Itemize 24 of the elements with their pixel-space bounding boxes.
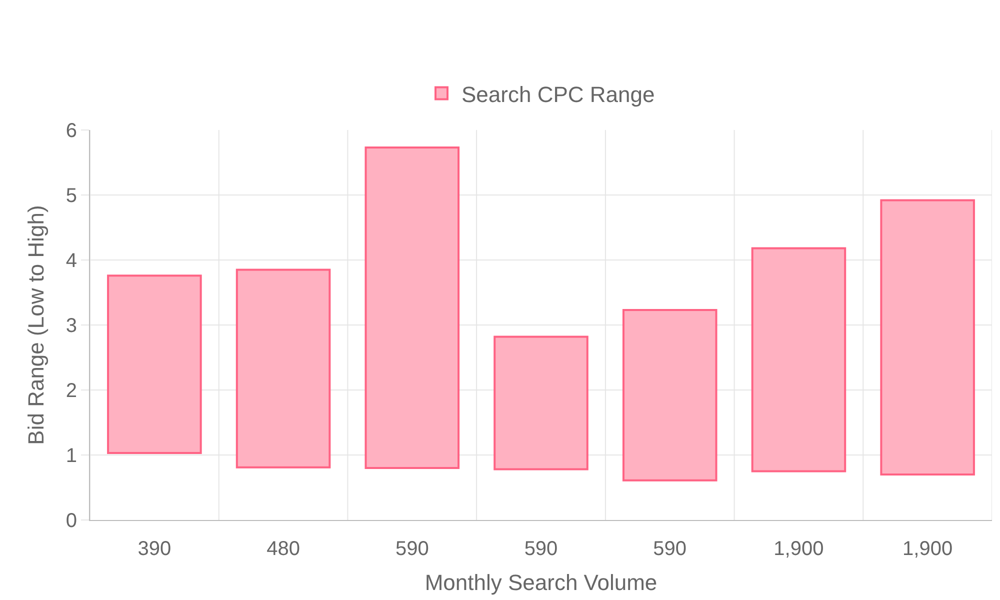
y-tick-label: 1	[66, 445, 77, 467]
y-tick-label: 5	[66, 185, 77, 207]
x-tick-label: 1,900	[774, 538, 824, 560]
y-tick-label: 0	[66, 510, 77, 532]
y-axis-title: Bid Range (Low to High)	[24, 205, 49, 445]
x-axis-title: Monthly Search Volume	[424, 570, 658, 595]
y-tick-label: 6	[66, 120, 77, 142]
bar	[236, 268, 331, 468]
bar	[364, 146, 460, 469]
x-tick-label: 390	[138, 538, 172, 560]
legend-label: Search CPC Range	[462, 82, 655, 107]
x-tick-label: 590	[395, 538, 429, 560]
bar	[622, 309, 718, 482]
x-tick-label: 1,900	[902, 538, 953, 560]
bar	[751, 247, 846, 472]
bar	[880, 199, 975, 476]
bar	[107, 274, 202, 454]
x-tick-label: 590	[653, 538, 687, 560]
bar	[494, 336, 588, 470]
x-tick-label: 590	[524, 538, 558, 560]
y-tick-label: 4	[66, 250, 77, 272]
y-tick-label: 3	[66, 315, 77, 337]
x-tick-label: 480	[266, 538, 300, 560]
y-tick-label: 2	[66, 380, 77, 402]
